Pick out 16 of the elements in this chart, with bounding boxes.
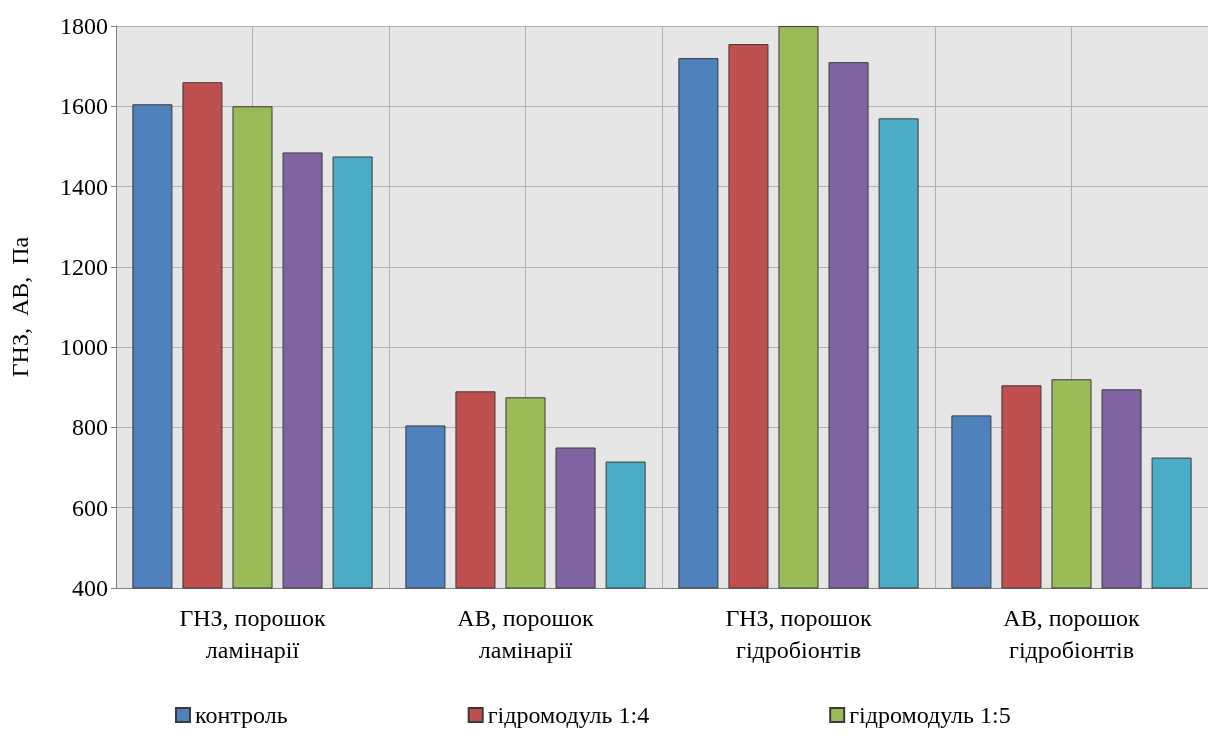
y-tick-label: 1000 [60, 334, 108, 361]
legend-label: контроль [195, 702, 288, 728]
y-tick-label: 1600 [60, 93, 108, 120]
y-axis-title: ГНЗ, АВ, Па [7, 236, 33, 378]
x-tick-label: АВ, порошок гідробіонтів [1003, 605, 1140, 663]
y-tick-label: 1400 [60, 173, 108, 200]
y-tick-label: 1200 [60, 253, 108, 280]
x-tick-label: АВ, порошок ламінарії [457, 605, 594, 663]
legend-label: гідромодуль 1:4 [487, 702, 650, 728]
y-tick-label: 1800 [60, 13, 108, 39]
y-tick-label: 400 [72, 575, 108, 601]
legend-label: гідромодуль 1:5 [849, 702, 1011, 728]
x-tick-label: ГНЗ, порошок гідробіонтів [725, 605, 872, 663]
y-tick-label: 600 [72, 494, 108, 521]
y-tick-label: 800 [72, 414, 108, 441]
x-tick-label: ГНЗ, порошок ламінарії [179, 605, 326, 663]
